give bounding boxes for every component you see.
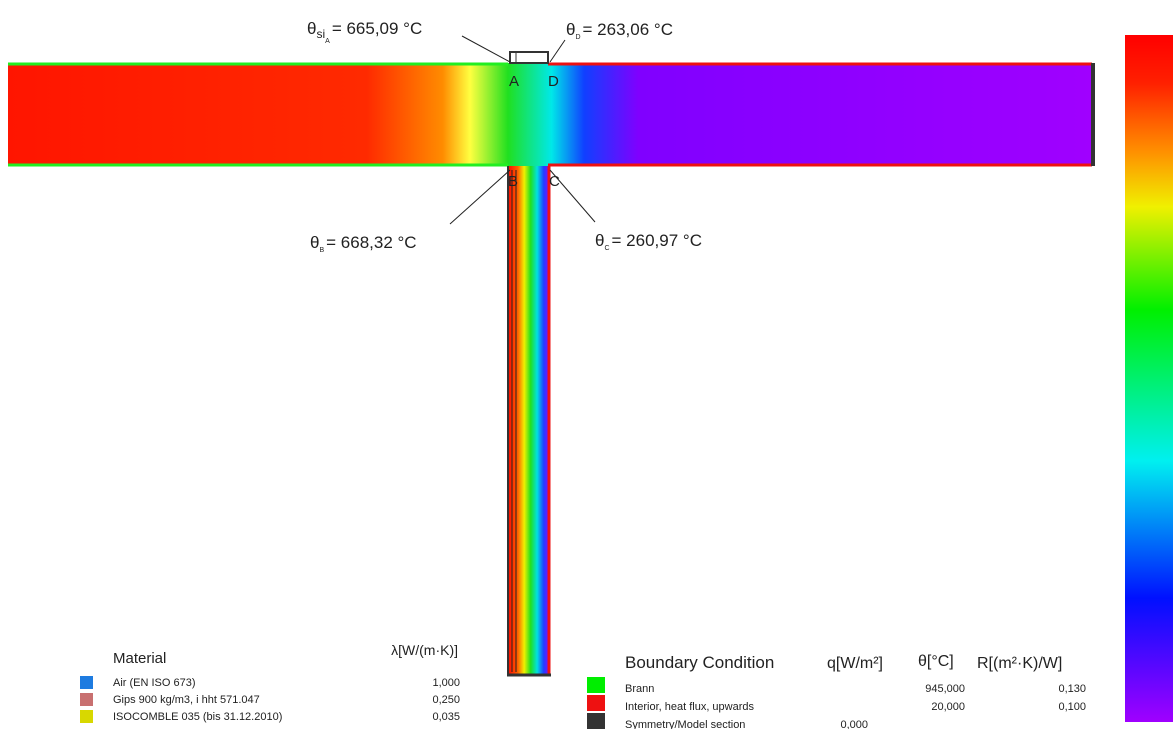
boundary-legend: Boundary Condition q[W/m²] θ[°C] R[(m²·K… xyxy=(587,653,1086,729)
symbol: θ xyxy=(595,231,604,250)
wall xyxy=(507,166,550,676)
legend-header: θ[°C] xyxy=(918,653,954,670)
legend-header: R[(m²·K)/W] xyxy=(977,655,1062,672)
color-scale xyxy=(1125,35,1173,722)
material-legend: Material λ[W/(m·K)] Air (EN ISO 673) 1,00… xyxy=(80,642,460,723)
boundary-theta: 20,000 xyxy=(931,701,965,713)
sub: A xyxy=(325,38,330,45)
leader xyxy=(550,40,565,62)
sub: D xyxy=(575,34,580,41)
callout: θD= 263,06 °C xyxy=(566,20,673,41)
swatch xyxy=(587,713,605,729)
boundary-name: Interior, heat flux, upwards xyxy=(625,701,755,713)
model xyxy=(8,52,1095,676)
point-label: C xyxy=(549,173,560,190)
swatch xyxy=(587,677,605,693)
leader xyxy=(462,36,510,62)
value: = 263,06 °C xyxy=(583,20,673,39)
point-label: A xyxy=(509,73,519,90)
value: = 665,09 °C xyxy=(332,19,422,38)
sub: B xyxy=(319,247,324,254)
swatch xyxy=(80,676,93,689)
material-name: ISOCOMBLE 035 (bis 31.12.2010) xyxy=(113,711,282,723)
callout: θsiA= 665,09 °C xyxy=(307,19,422,45)
boundary-name: Symmetry/Model section xyxy=(625,719,745,729)
material-name: Gips 900 kg/m3, i hht 571.047 xyxy=(113,694,260,706)
material-value: 0,035 xyxy=(432,711,460,723)
callout: θB= 668,32 °C xyxy=(310,233,417,254)
point-label: D xyxy=(548,73,559,90)
material-value: 1,000 xyxy=(432,677,460,689)
symbol: θ xyxy=(566,20,575,39)
callout: θC= 260,97 °C xyxy=(595,231,702,252)
swatch xyxy=(80,693,93,706)
legend-header: q[W/m²] xyxy=(827,655,883,672)
symbol: θ xyxy=(307,19,316,38)
boundary-q: 0,000 xyxy=(840,719,868,729)
legend-title: Material xyxy=(113,650,166,667)
material-name: Air (EN ISO 673) xyxy=(113,677,196,689)
boundary-r: 0,100 xyxy=(1058,701,1086,713)
boundary-r: 0,130 xyxy=(1058,683,1086,695)
legend-title: Boundary Condition xyxy=(625,653,774,672)
point-label: B xyxy=(508,173,518,190)
symbol: θ xyxy=(310,233,319,252)
legend-unit: λ[W/(m·K)] xyxy=(391,642,458,658)
value: = 260,97 °C xyxy=(612,231,702,250)
material-value: 0,250 xyxy=(432,694,460,706)
boundary-theta: 945,000 xyxy=(925,683,965,695)
leader xyxy=(450,170,510,224)
thermal-view: A D B C θsiA= 665,09 °C θD= 263,06 °C θB… xyxy=(0,0,1173,729)
sub: C xyxy=(604,245,609,252)
boundary-name: Brann xyxy=(625,683,654,695)
swatch xyxy=(587,695,605,711)
sub: si xyxy=(316,27,325,41)
swatch xyxy=(80,710,93,723)
value: = 668,32 °C xyxy=(326,233,416,252)
